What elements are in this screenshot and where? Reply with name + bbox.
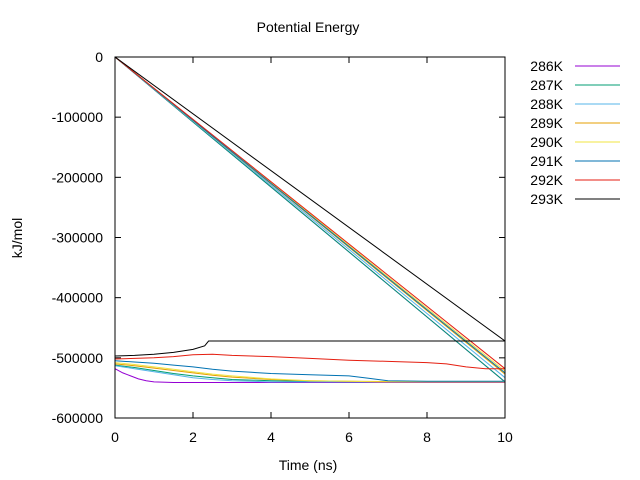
y-tick-label: -200000: [52, 169, 104, 185]
series-287K-trend-line: [115, 364, 505, 383]
legend: 286K 287K 288K 289K 290K 291K 292K 293K: [530, 58, 620, 207]
x-tick-label: 2: [189, 429, 197, 445]
x-tick-label: 6: [345, 429, 353, 445]
chart-title: Potential Energy: [257, 19, 360, 35]
y-tick-label: -600000: [52, 410, 104, 426]
legend-label: 286K: [530, 58, 563, 74]
x-tick-label: 8: [423, 429, 431, 445]
legend-label: 291K: [530, 153, 563, 169]
series-286K-trend-line: [115, 368, 505, 383]
y-axis: 0 -100000 -200000 -300000 -400000 -500000 -600…: [52, 49, 505, 426]
series-292K-diagonal-line: [115, 57, 505, 370]
plot-area: [115, 57, 505, 383]
series-290K-trend-line: [115, 362, 505, 383]
legend-label: 293K: [530, 191, 563, 207]
legend-label: 292K: [530, 172, 563, 188]
legend-label: 287K: [530, 77, 563, 93]
y-tick-label: -400000: [52, 290, 104, 306]
series-293K-diagonal-line: [115, 57, 505, 342]
series-292K-trend-line: [115, 353, 505, 370]
series-293K-trend-line: [115, 340, 505, 357]
y-tick-label: -100000: [52, 109, 104, 125]
series-291K-diagonal-line: [115, 57, 505, 374]
series-289K-trend-line: [115, 363, 505, 383]
plot-frame: [114, 56, 506, 419]
series-lines: [115, 57, 505, 383]
series-291K-trend-line: [115, 360, 505, 382]
x-axis: 0 2 4 6 8 10: [111, 57, 513, 445]
x-tick-label: 0: [111, 429, 119, 445]
x-axis-label: Time (ns): [279, 457, 338, 473]
legend-label: 289K: [530, 115, 563, 131]
y-tick-label: -300000: [52, 230, 104, 246]
series-287K-diagonal-line: [115, 57, 505, 383]
y-tick-label: 0: [95, 49, 103, 65]
x-tick-label: 4: [267, 429, 275, 445]
legend-label: 288K: [530, 96, 563, 112]
x-tick-label: 10: [497, 429, 513, 445]
legend-label: 290K: [530, 134, 563, 150]
y-axis-label: kJ/mol: [9, 218, 25, 258]
y-tick-label: -500000: [52, 350, 104, 366]
